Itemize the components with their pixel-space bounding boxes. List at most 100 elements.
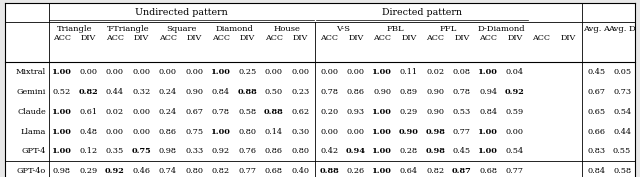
Text: 0.24: 0.24 [159,88,177,96]
Text: 0.53: 0.53 [452,108,471,116]
Text: 0.94: 0.94 [346,147,366,155]
Text: 1.00: 1.00 [372,167,392,175]
Text: 1.00: 1.00 [211,68,231,76]
Text: 0.77: 0.77 [238,167,257,175]
Text: 0.98: 0.98 [53,167,71,175]
Text: 0.62: 0.62 [291,108,309,116]
Text: 0.84: 0.84 [479,108,497,116]
Text: DIV: DIV [508,34,522,42]
Text: 0.65: 0.65 [588,108,605,116]
Text: 0.54: 0.54 [613,108,631,116]
Text: GPT-4o: GPT-4o [17,167,46,175]
Text: ACC: ACC [321,34,339,42]
Text: 0.67: 0.67 [588,88,605,96]
Text: ACC: ACC [373,34,392,42]
Text: 0.08: 0.08 [453,68,471,76]
Text: 0.83: 0.83 [588,147,605,155]
Text: 0.26: 0.26 [347,167,365,175]
Text: DIV: DIV [81,34,96,42]
Text: 0.88: 0.88 [319,167,339,175]
Text: 0.44: 0.44 [613,127,631,136]
Text: 0.90: 0.90 [186,88,204,96]
Text: 0.86: 0.86 [347,88,365,96]
Text: FFL: FFL [440,25,458,33]
Text: 0.78: 0.78 [321,88,339,96]
Text: 0.46: 0.46 [132,167,150,175]
Text: Square: Square [166,25,196,33]
Text: 0.32: 0.32 [132,88,150,96]
Text: 0.40: 0.40 [291,167,309,175]
Text: 0.86: 0.86 [265,147,283,155]
Text: 0.54: 0.54 [506,147,524,155]
Text: 0.80: 0.80 [291,147,309,155]
Text: 0.84: 0.84 [212,88,230,96]
Text: 0.20: 0.20 [321,108,339,116]
Text: 0.77: 0.77 [506,167,524,175]
Text: 0.67: 0.67 [186,108,204,116]
Text: 0.77: 0.77 [453,127,471,136]
Text: 0.29: 0.29 [79,167,97,175]
Text: 0.78: 0.78 [453,88,471,96]
Text: 0.02: 0.02 [426,68,444,76]
Text: 0.94: 0.94 [479,88,497,96]
Text: 0.04: 0.04 [506,68,524,76]
Text: 0.00: 0.00 [506,127,524,136]
Text: 0.00: 0.00 [265,68,283,76]
Text: 0.25: 0.25 [238,68,257,76]
Text: Triangle: Triangle [58,25,93,33]
Text: 0.93: 0.93 [347,108,365,116]
Text: 0.00: 0.00 [79,68,97,76]
Text: Avg. A: Avg. A [583,25,610,33]
Text: 0.58: 0.58 [238,108,257,116]
Text: Diamond: Diamond [215,25,253,33]
Text: ACC: ACC [159,34,177,42]
Text: ACC: ACC [479,34,497,42]
Text: 0.00: 0.00 [132,127,150,136]
Text: 0.55: 0.55 [613,147,631,155]
Text: 0.02: 0.02 [106,108,124,116]
Text: 0.00: 0.00 [132,108,150,116]
Text: DIV: DIV [292,34,308,42]
Text: DIV: DIV [240,34,255,42]
Text: 0.29: 0.29 [400,108,418,116]
Text: House: House [274,25,301,33]
Text: 0.28: 0.28 [400,147,418,155]
Text: V-S: V-S [335,25,349,33]
Text: 0.68: 0.68 [265,167,283,175]
Text: 0.90: 0.90 [426,108,444,116]
Text: 0.64: 0.64 [400,167,418,175]
Text: 0.42: 0.42 [321,147,339,155]
Text: 0.00: 0.00 [321,68,339,76]
Text: DIV: DIV [348,34,364,42]
Text: 0.89: 0.89 [400,88,418,96]
Text: 1.00: 1.00 [479,68,499,76]
Text: 1.00: 1.00 [52,68,72,76]
Text: DIV: DIV [560,34,575,42]
Text: 0.12: 0.12 [79,147,97,155]
Text: 0.11: 0.11 [400,68,418,76]
Text: 0.82: 0.82 [79,88,99,96]
Text: 0.90: 0.90 [373,88,392,96]
Text: 0.00: 0.00 [347,127,365,136]
Text: 0.92: 0.92 [212,147,230,155]
Text: 0.84: 0.84 [588,167,605,175]
Text: Mixtral: Mixtral [16,68,46,76]
Text: 0.86: 0.86 [159,127,177,136]
Text: ACC: ACC [265,34,283,42]
Text: ACC: ACC [532,34,550,42]
Text: 0.88: 0.88 [264,108,284,116]
Text: 0.59: 0.59 [506,108,524,116]
Text: 0.75: 0.75 [132,147,151,155]
Text: 0.68: 0.68 [479,167,497,175]
Text: 0.90: 0.90 [399,127,419,136]
Text: 0.00: 0.00 [291,68,309,76]
Text: FBL: FBL [387,25,404,33]
Text: Avg. D: Avg. D [608,25,636,33]
Text: 0.30: 0.30 [291,127,309,136]
Text: 0.50: 0.50 [265,88,283,96]
Text: 1.00: 1.00 [372,147,392,155]
Text: Undirected pattern: Undirected pattern [135,8,227,17]
Text: 1.00: 1.00 [52,147,72,155]
Text: 0.82: 0.82 [426,167,444,175]
Text: ACC: ACC [106,34,124,42]
